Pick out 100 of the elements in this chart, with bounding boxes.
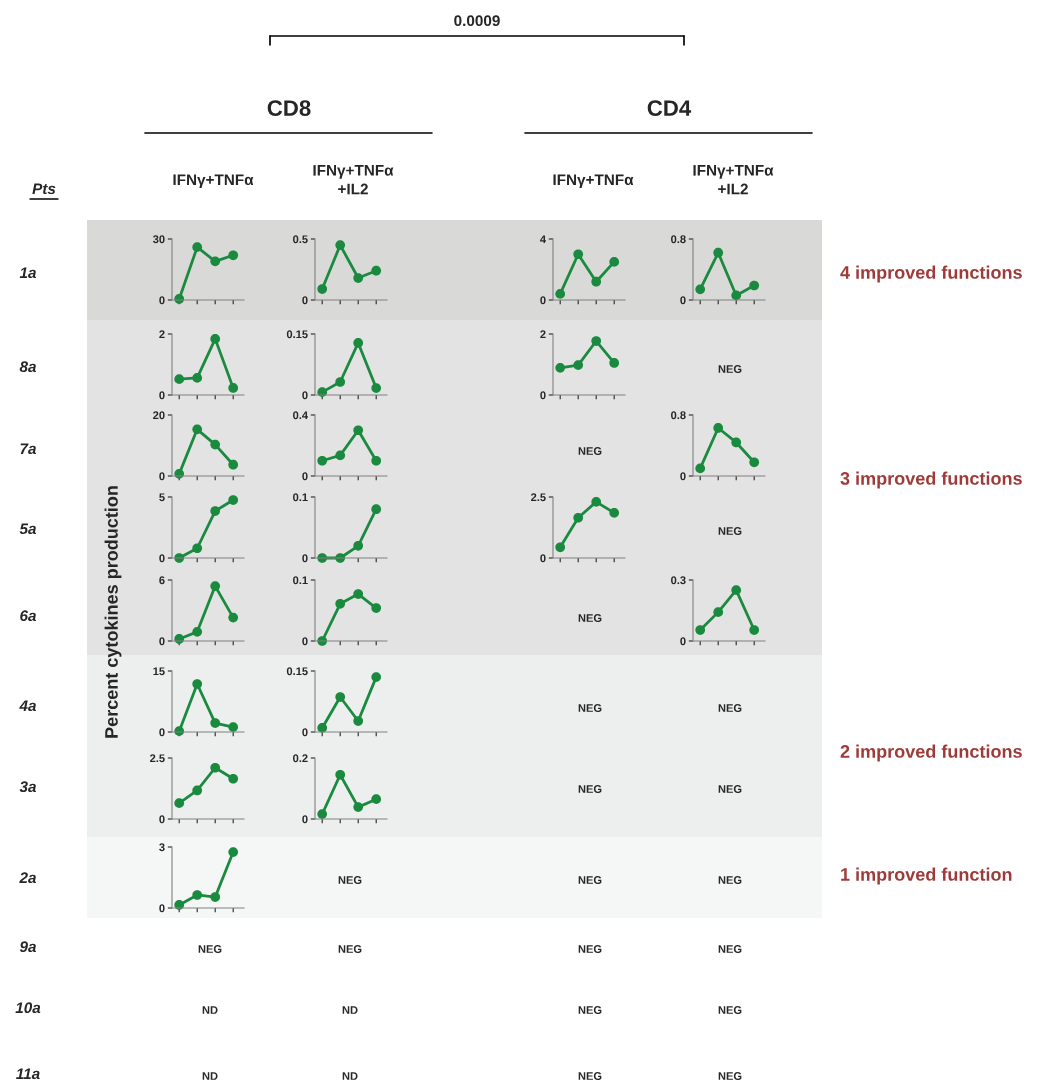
text: NEG [338, 876, 362, 884]
text: NEG [718, 365, 742, 373]
text: 1a [19, 267, 37, 279]
y-tick-label: 0 [159, 728, 165, 737]
point [335, 240, 346, 250]
point [609, 257, 620, 267]
point [731, 290, 742, 301]
point [228, 459, 239, 470]
point [749, 625, 760, 635]
text: NEG [718, 527, 742, 535]
point [609, 508, 620, 518]
point [210, 506, 221, 516]
text: NEG [718, 1006, 742, 1014]
point [713, 423, 724, 433]
point [713, 247, 724, 258]
text: IFNγ+TNFα [553, 174, 634, 189]
text: IFNγ+TNFα [173, 174, 254, 189]
y-tick-label: 4 [540, 235, 546, 244]
point [371, 504, 382, 515]
point [353, 540, 364, 551]
text: NEG [578, 447, 602, 455]
text: NEG [718, 945, 742, 953]
y-tick-label: 0 [159, 472, 165, 481]
y-tick-label: 0 [159, 296, 165, 305]
text: 7a [20, 443, 37, 455]
point [371, 455, 382, 466]
text: NEG [578, 1072, 602, 1080]
point [174, 798, 185, 808]
text: CD8 [267, 100, 311, 116]
point [228, 612, 239, 623]
text: NEG [578, 614, 602, 622]
y-tick-label: 6 [159, 576, 165, 585]
text: IFNγ+TNFα +IL2 [313, 165, 394, 195]
point [335, 450, 346, 461]
text: NEG [718, 876, 742, 884]
point [555, 289, 566, 299]
text: ND [342, 1006, 358, 1014]
text: 2a [19, 872, 37, 884]
point [353, 273, 364, 283]
point [228, 847, 239, 857]
text: NEG [578, 1006, 602, 1014]
point [353, 802, 364, 812]
y-tick-label: 0.2 [293, 754, 308, 763]
y-tick-label: 3 [159, 843, 165, 852]
point [192, 626, 203, 637]
text: 3a [19, 781, 37, 793]
point [695, 463, 706, 474]
text: ND [202, 1006, 218, 1014]
point [192, 424, 203, 435]
point [210, 334, 221, 344]
y-tick-label: 15 [153, 667, 165, 676]
point [192, 543, 203, 554]
point [335, 377, 346, 387]
point [335, 598, 346, 609]
text: NEG [718, 1072, 742, 1080]
y-tick-label: 0.8 [671, 411, 686, 420]
point [591, 276, 602, 287]
point [174, 374, 185, 384]
text: CD4 [647, 100, 692, 116]
point [228, 773, 239, 784]
point [192, 373, 203, 383]
y-tick-label: 0 [680, 472, 686, 481]
point [228, 722, 239, 732]
text: 3 improved functions [840, 471, 1022, 489]
text: 2 improved functions [840, 744, 1022, 762]
point [371, 383, 382, 393]
point [192, 679, 203, 689]
y-tick-label: 30 [152, 235, 165, 244]
point [573, 249, 584, 260]
text: 8a [19, 361, 37, 373]
y-tick-label: 0 [302, 637, 308, 646]
y-tick-label: 0 [159, 554, 165, 563]
y-tick-label: 0.8 [671, 235, 686, 244]
text: Pts [32, 183, 56, 195]
point [749, 280, 760, 291]
y-tick-label: 20 [153, 411, 165, 420]
text: 1 improved function [841, 867, 1012, 885]
y-tick-label: 0 [302, 728, 308, 737]
point [228, 495, 239, 505]
y-tick-label: 0.3 [671, 576, 686, 585]
point [713, 607, 724, 617]
point [573, 512, 584, 523]
point [192, 890, 203, 900]
point [210, 762, 221, 773]
text: ND [342, 1072, 358, 1080]
text: NEG [718, 785, 742, 793]
text: NEG [578, 704, 602, 712]
y-tick-label: 0 [302, 815, 308, 824]
point [353, 589, 364, 599]
y-tick-label: 0.1 [293, 576, 308, 585]
text: ND [202, 1072, 218, 1080]
y-tick-label: 0 [159, 815, 165, 824]
point [335, 769, 346, 780]
point [591, 497, 602, 507]
point [210, 439, 221, 450]
text: NEG [198, 945, 222, 953]
point [371, 603, 382, 613]
text: NEG [718, 704, 742, 712]
point [749, 457, 760, 468]
y-tick-label: 0 [540, 554, 546, 563]
